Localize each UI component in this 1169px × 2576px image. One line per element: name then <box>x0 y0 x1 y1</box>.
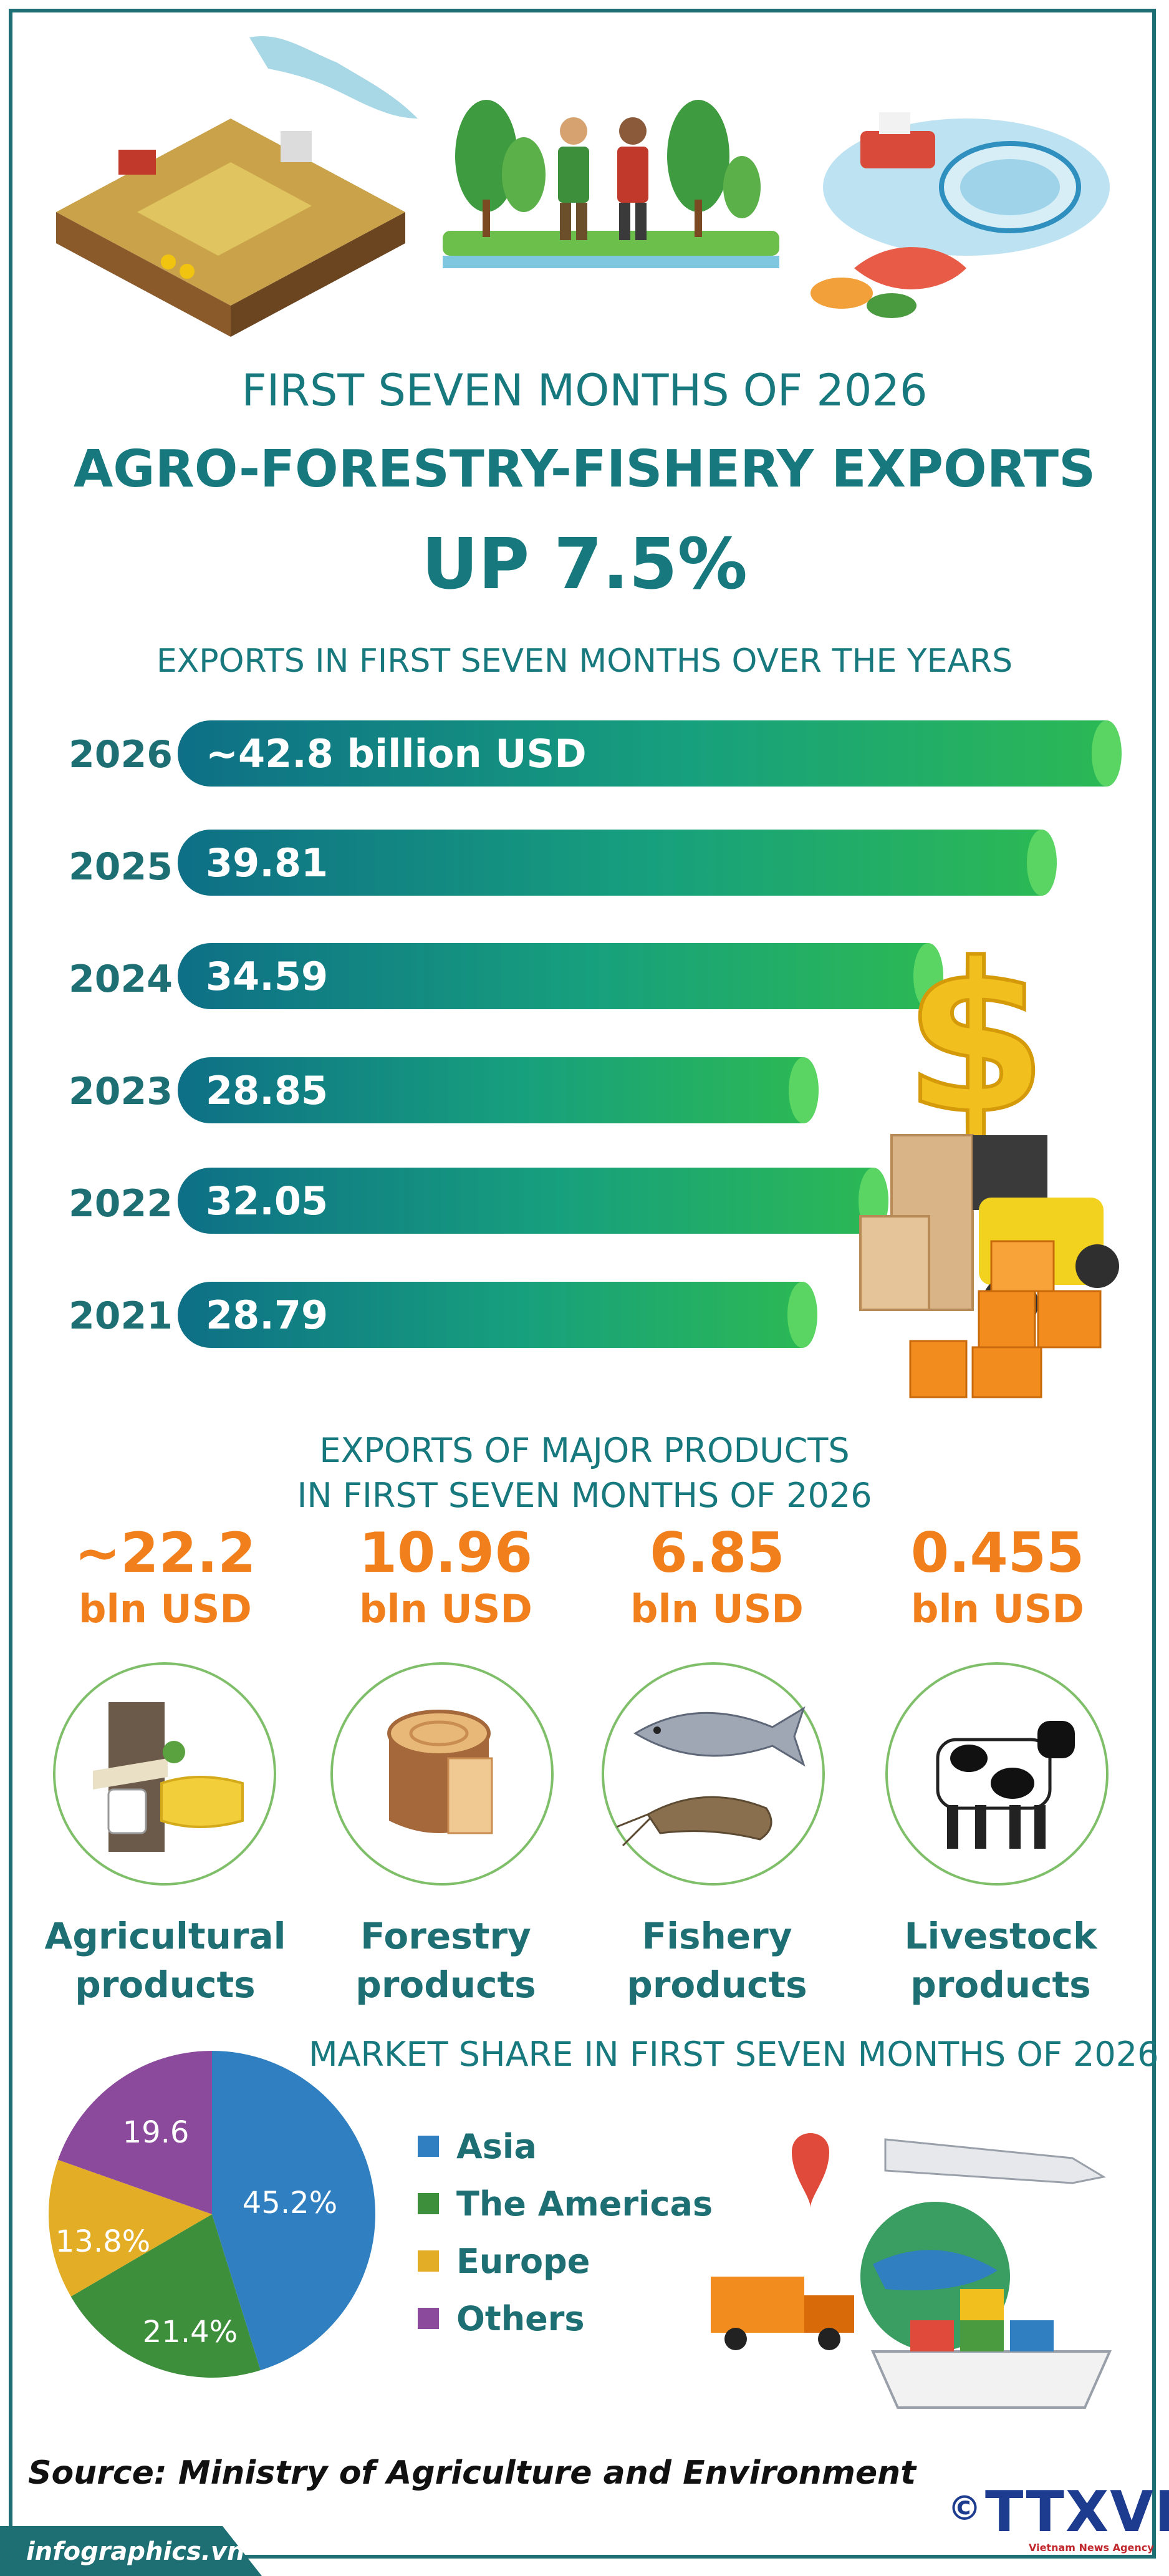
year-label: 2025 <box>69 845 173 889</box>
footer-tab: infographics.vn <box>0 2526 262 2576</box>
brand-subtitle: Vietnam News Agency <box>1029 2542 1154 2554</box>
bar-value-label: 28.79 <box>206 1292 329 1338</box>
header-title: AGRO-FORESTRY-FISHERY EXPORTS <box>73 440 1096 499</box>
product-amount-fishery: 6.85 bln USD <box>592 1522 842 1634</box>
site-link[interactable]: infographics.vn <box>26 2537 245 2566</box>
pie-label-europe: 13.8% <box>55 2224 150 2259</box>
market-share-pie-chart: 45.2% 21.4% 13.8% 19.6 <box>49 2051 375 2378</box>
amount-unit: bln USD <box>79 1586 252 1632</box>
bar-2022: 32.05 <box>178 1168 888 1234</box>
bar-cap <box>789 1057 819 1123</box>
product-name-livestock: Livestock products <box>867 1912 1135 2009</box>
legend-others: Others <box>418 2299 585 2338</box>
livestock-products-circle <box>885 1662 1109 1886</box>
year-label: 2026 <box>69 733 173 777</box>
amount-unit: bln USD <box>911 1586 1084 1632</box>
name-line1: Agricultural <box>44 1915 286 1957</box>
pie-slice-americas <box>70 2214 261 2378</box>
bar-value-label: 39.81 <box>206 840 329 886</box>
fishery-products-circle <box>602 1662 825 1886</box>
name-line2: products <box>75 1963 256 2006</box>
name-line2: products <box>910 1963 1091 2006</box>
product-amount-forestry: 10.96 bln USD <box>321 1522 570 1634</box>
forestry-products-circle <box>330 1662 554 1886</box>
legend-americas: The Americas <box>418 2184 713 2224</box>
coconut-rubber-icon <box>93 1702 244 1852</box>
farm-illustration <box>56 36 418 337</box>
bar-value-label: 32.05 <box>206 1178 329 1224</box>
bar-cap <box>1026 830 1057 896</box>
amount-unit: bln USD <box>630 1586 804 1632</box>
bar-2026: ~42.8 billion USD <box>178 720 1122 787</box>
name-line1: Livestock <box>904 1915 1097 1957</box>
frame-border <box>9 9 1156 2559</box>
name-line2: products <box>627 1963 807 2006</box>
wood-stump-icon <box>387 1710 493 1834</box>
legend-swatch <box>418 2250 439 2272</box>
product-amount-agri: ~22.2 bln USD <box>41 1522 290 1634</box>
product-name-agri: Agricultural products <box>31 1912 299 2009</box>
legend-europe: Europe <box>418 2242 590 2281</box>
bar-value-label: 34.59 <box>206 954 329 999</box>
bar-2021: 28.79 <box>178 1282 818 1348</box>
year-label: 2023 <box>69 1070 173 1113</box>
header-period: FIRST SEVEN MONTHS OF 2026 <box>241 365 928 416</box>
bar-2024: 34.59 <box>178 943 944 1009</box>
amount-value: ~22.2 <box>74 1521 256 1585</box>
product-name-forestry: Forestry products <box>312 1912 580 2009</box>
year-label: 2022 <box>69 1182 173 1226</box>
legend-label: Others <box>456 2299 585 2338</box>
amount-unit: bln USD <box>359 1586 532 1632</box>
logistics-illustration <box>711 2133 1112 2409</box>
pie-slice-others <box>57 2051 212 2214</box>
legend-swatch <box>418 2136 439 2157</box>
year-label: 2024 <box>69 957 173 1001</box>
products-title-line1: EXPORTS OF MAJOR PRODUCTS <box>319 1431 850 1470</box>
copyright-symbol: © <box>948 2489 981 2528</box>
bar-cap <box>1092 720 1122 787</box>
legend-asia: Asia <box>418 2127 537 2166</box>
bar-2025: 39.81 <box>178 830 1057 896</box>
legend-label: Europe <box>456 2242 590 2281</box>
cow-icon <box>936 1721 1075 1849</box>
bar-value-label: 28.85 <box>206 1068 329 1113</box>
pie-label-americas: 21.4% <box>143 2315 238 2350</box>
market-title: MARKET SHARE IN FIRST SEVEN MONTHS OF 20… <box>309 2035 1159 2074</box>
bar-2023: 28.85 <box>178 1057 819 1123</box>
bar-cap <box>787 1282 818 1348</box>
fish-shrimp-icon <box>616 1706 806 1847</box>
bar-cap <box>913 943 944 1009</box>
forklift-dollar-illustration: $ <box>859 929 1119 1398</box>
name-line1: Fishery <box>642 1915 792 1957</box>
name-line2: products <box>355 1963 536 2006</box>
pie-slice-asia <box>212 2051 375 2371</box>
name-line1: Forestry <box>360 1915 531 1957</box>
agricultural-products-circle <box>53 1662 276 1886</box>
fishery-illustration <box>811 112 1110 318</box>
year-label: 2021 <box>69 1294 173 1338</box>
product-amount-livestock: 0.455 bln USD <box>873 1522 1122 1634</box>
source-note: Source: Ministry of Agriculture and Envi… <box>28 2454 916 2492</box>
pie-label-others: 19.6 <box>123 2115 190 2150</box>
farmers-illustration <box>443 100 779 268</box>
bar-value-label: ~42.8 billion USD <box>206 731 587 777</box>
amount-value: 10.96 <box>358 1521 533 1585</box>
pie-slice-europe <box>49 2159 212 2297</box>
amount-value: 0.455 <box>910 1521 1085 1585</box>
legend-label: Asia <box>456 2127 537 2166</box>
legend-swatch <box>418 2308 439 2330</box>
bars-title: EXPORTS IN FIRST SEVEN MONTHS OVER THE Y… <box>156 642 1013 680</box>
products-title-line2: IN FIRST SEVEN MONTHS OF 2026 <box>297 1476 872 1515</box>
pie-label-asia: 45.2% <box>243 2186 337 2220</box>
product-name-fishery: Fishery products <box>583 1912 851 2009</box>
svg-text:$: $ <box>904 929 1047 1159</box>
legend-swatch <box>418 2193 439 2215</box>
amount-value: 6.85 <box>649 1521 785 1585</box>
legend-label: The Americas <box>456 2184 713 2224</box>
header-growth: UP 7.5% <box>421 524 748 605</box>
brand-logo: TTXVN <box>985 2479 1169 2545</box>
